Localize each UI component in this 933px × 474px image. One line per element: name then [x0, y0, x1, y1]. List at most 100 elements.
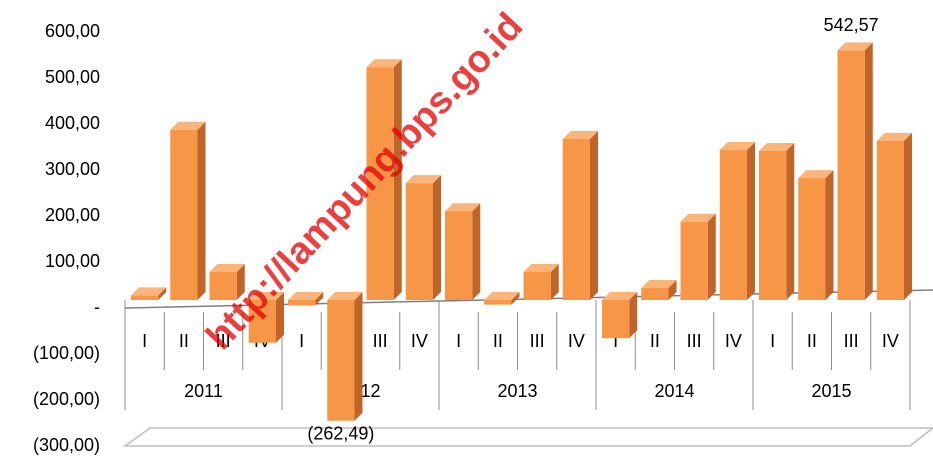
- bar-side: [707, 213, 716, 300]
- bar-top: [288, 292, 324, 300]
- bar-top: [641, 280, 677, 289]
- bar-top: [523, 263, 559, 272]
- bar-side: [590, 131, 598, 300]
- bar: [798, 170, 834, 300]
- bar-front: [719, 150, 747, 300]
- bar-side: [668, 280, 677, 300]
- bar: [641, 280, 677, 300]
- bar: [876, 132, 912, 300]
- bar-top: [248, 292, 284, 300]
- bar-side: [433, 175, 441, 300]
- bar-side: [511, 292, 520, 305]
- group-label: 2013: [497, 381, 537, 401]
- bar: [366, 59, 402, 301]
- bar-top: [680, 213, 716, 222]
- x-tick-label: IV: [882, 331, 899, 351]
- bar: [170, 121, 206, 300]
- x-tick-label: IV: [725, 331, 742, 351]
- x-tick-label: IV: [568, 331, 585, 351]
- y-tick-label: 400,00: [45, 113, 100, 133]
- bar-front: [170, 129, 198, 300]
- x-tick-label: IV: [411, 331, 428, 351]
- y-tick-label: 600,00: [45, 21, 100, 41]
- y-tick-label: (200,00): [33, 389, 100, 409]
- x-tick-label: III: [844, 331, 859, 351]
- group-label: 2014: [654, 381, 694, 401]
- x-tick-label: I: [770, 331, 775, 351]
- bar: [837, 42, 873, 301]
- bar: [445, 203, 481, 300]
- bar-front: [209, 271, 237, 300]
- bar-top: [209, 263, 245, 272]
- bar-top: [719, 142, 755, 151]
- bar: [719, 142, 755, 300]
- bar-front: [876, 140, 904, 300]
- bar-front: [405, 183, 433, 300]
- bar-side: [825, 170, 834, 300]
- bar: [562, 131, 598, 300]
- bar: [288, 292, 324, 306]
- y-tick-label: 200,00: [45, 205, 100, 225]
- bar: [327, 292, 363, 421]
- value-label: 542,57: [824, 15, 879, 35]
- bar-side: [236, 263, 245, 300]
- bar-side: [276, 292, 284, 343]
- value-label: (262,49): [307, 423, 374, 443]
- bar: [759, 142, 795, 300]
- watermark: http://lampung.bps.go.id: [198, 5, 531, 358]
- bar: [602, 292, 638, 339]
- bar-top: [759, 142, 795, 151]
- bar-side: [786, 142, 795, 300]
- y-tick-label: 300,00: [45, 159, 100, 179]
- bar-top: [327, 292, 363, 300]
- bar: [209, 263, 245, 300]
- bar-side: [904, 132, 912, 300]
- x-tick-label: III: [530, 331, 545, 351]
- bar-side: [315, 292, 324, 306]
- x-tick-label: III: [373, 331, 388, 351]
- bar-front: [798, 178, 826, 300]
- x-tick-label: II: [493, 331, 503, 351]
- bar-front: [484, 300, 512, 305]
- x-tick-label: I: [613, 331, 618, 351]
- bar-side: [864, 42, 873, 301]
- x-tick-label: I: [456, 331, 461, 351]
- bar-front: [366, 67, 394, 301]
- bar-front: [288, 300, 316, 306]
- bar-front: [445, 211, 473, 300]
- group-label: 2015: [811, 381, 851, 401]
- bar-side: [550, 263, 559, 300]
- bar: [680, 213, 716, 300]
- bar-side: [747, 142, 755, 300]
- bar-front: [680, 221, 708, 300]
- y-tick-label: (300,00): [33, 435, 100, 455]
- bar-front: [602, 300, 630, 339]
- bar-top: [602, 292, 638, 300]
- bar-top: [562, 131, 598, 139]
- bar-front: [327, 300, 355, 421]
- floor: [122, 427, 933, 447]
- x-tick-label: II: [179, 331, 189, 351]
- bar-front: [562, 139, 590, 300]
- bar-top: [876, 132, 912, 141]
- bar: [405, 175, 441, 300]
- bar-top: [131, 287, 167, 296]
- x-tick-label: I: [299, 331, 304, 351]
- x-tick-label: II: [650, 331, 660, 351]
- bar: [131, 287, 167, 300]
- bar-front: [131, 295, 159, 300]
- bar: [523, 263, 559, 300]
- bar-top: [484, 292, 520, 300]
- bar: [248, 292, 284, 343]
- bar-front: [837, 50, 865, 300]
- bar-front: [523, 271, 551, 300]
- bar-top: [170, 121, 206, 130]
- bar-front: [759, 150, 787, 300]
- bar-side: [472, 203, 481, 300]
- y-tick-label: (100,00): [33, 343, 100, 363]
- y-tick-label: 500,00: [45, 67, 100, 87]
- bar-side: [197, 121, 206, 300]
- bar-top: [366, 59, 402, 68]
- bar: [484, 292, 520, 305]
